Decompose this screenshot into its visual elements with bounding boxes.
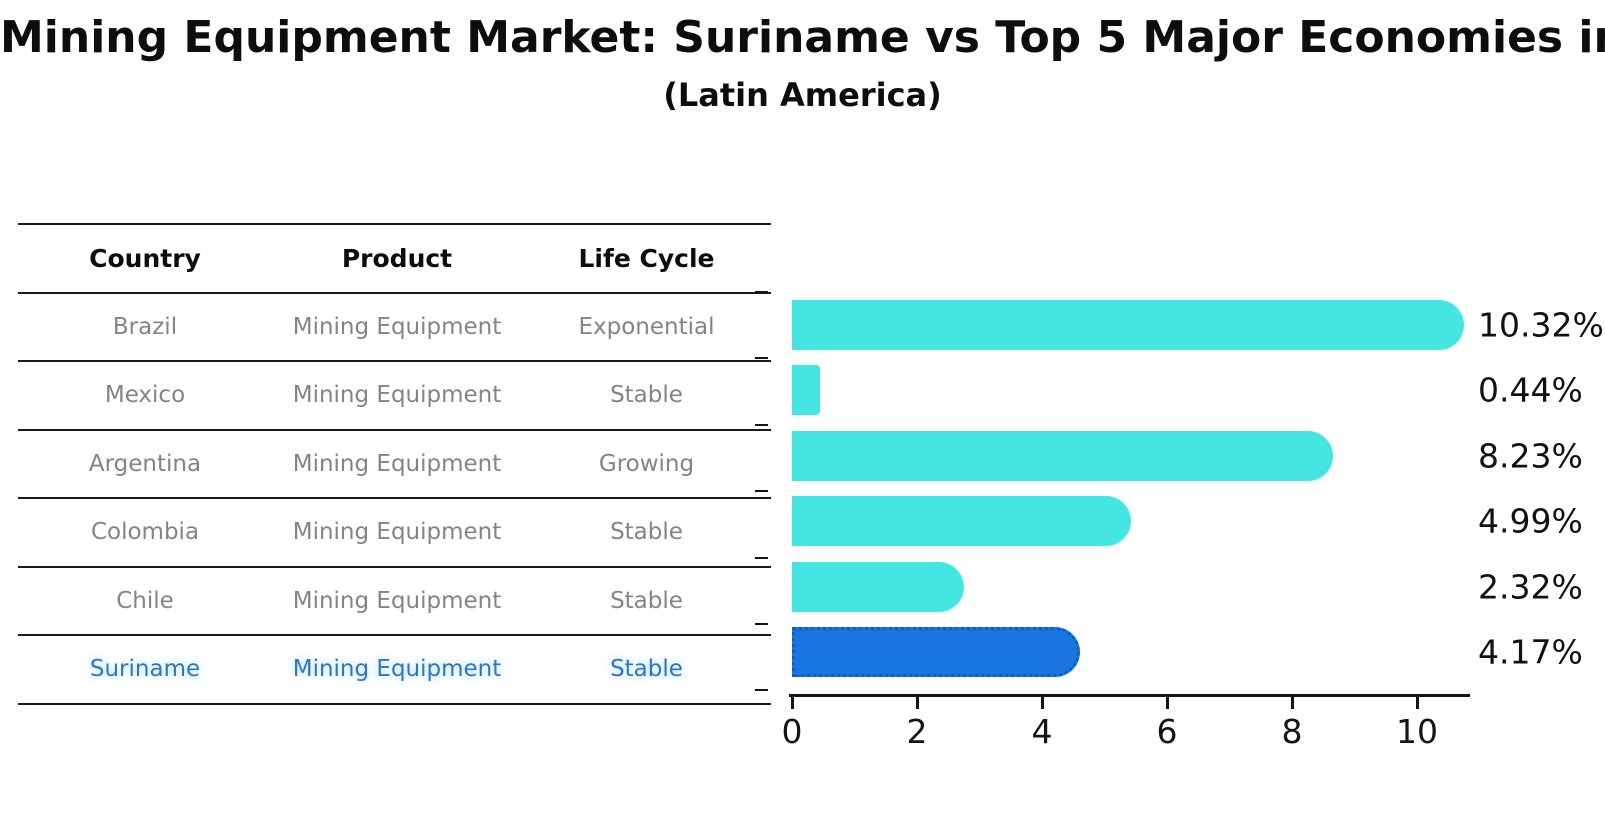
- y-axis-tick: [755, 423, 768, 426]
- x-axis-tick-label: 6: [1156, 712, 1178, 751]
- y-axis-tick: [755, 623, 768, 625]
- x-axis-tick: [790, 697, 794, 709]
- x-axis-tick: [1290, 697, 1294, 709]
- y-axis-tick: [755, 490, 768, 493]
- y-axis-tick: [755, 291, 768, 293]
- table-row: Argentina Mining Equipment Growing: [18, 428, 771, 498]
- cell-lifecycle: Stable: [610, 587, 683, 614]
- bar-argentina: [792, 430, 1334, 481]
- table-row: Suriname Mining Equipment Stable: [18, 634, 771, 703]
- table-row: Mexico Mining Equipment Stable: [18, 360, 771, 429]
- bar-value-label: 2.32%: [1478, 567, 1583, 607]
- page-title: Mining Equipment Market: Suriname vs Top…: [0, 12, 1605, 63]
- bar-mexico: [792, 365, 820, 416]
- bar-value-label: 10.32%: [1478, 305, 1604, 345]
- x-axis-tick: [1415, 697, 1419, 709]
- table-row: Chile Mining Equipment Stable: [18, 565, 771, 635]
- cell-country: Mexico: [104, 382, 186, 409]
- cell-country: Chile: [116, 587, 174, 614]
- bar-suriname: [792, 627, 1080, 677]
- x-axis-tick-label: 4: [1031, 712, 1053, 751]
- bar-value-label: 8.23%: [1478, 436, 1583, 476]
- bar-value-label: 0.44%: [1478, 370, 1583, 410]
- comparison-table: Country Product Life Cycle Brazil Mining …: [18, 223, 771, 705]
- cell-lifecycle: Growing: [598, 450, 695, 477]
- table-header-row: Country Product Life Cycle: [18, 223, 771, 292]
- cell-lifecycle: Exponential: [578, 313, 715, 340]
- cell-country: Suriname: [89, 656, 201, 683]
- bar-value-label: 4.17%: [1478, 632, 1583, 672]
- cell-product: Mining Equipment: [292, 519, 502, 546]
- cell-country: Argentina: [88, 450, 202, 477]
- bar-chile: [792, 561, 964, 612]
- cell-product: Mining Equipment: [292, 587, 502, 614]
- x-axis-tick-label: 0: [781, 712, 803, 751]
- table-row: Brazil Mining Equipment Exponential: [18, 291, 771, 361]
- x-axis-tick-label: 10: [1396, 712, 1438, 751]
- bar-value-label: 4.99%: [1478, 501, 1583, 541]
- table-row: Colombia Mining Equipment Stable: [18, 497, 771, 566]
- x-axis-tick: [1040, 697, 1044, 709]
- cell-country: Brazil: [112, 313, 178, 340]
- page-subtitle: (Latin America): [663, 76, 942, 114]
- table-body: Brazil Mining Equipment Exponential Mexico M…: [18, 291, 771, 703]
- cell-product: Mining Equipment: [292, 313, 502, 340]
- bar-colombia: [792, 496, 1131, 547]
- x-axis-line: [789, 694, 1470, 697]
- x-axis-tick-label: 2: [906, 712, 928, 751]
- bar-brazil: [792, 300, 1464, 350]
- cell-product: Mining Equipment: [292, 656, 502, 683]
- y-axis-tick: [755, 357, 768, 360]
- y-axis-tick: [755, 689, 768, 692]
- cell-lifecycle: Stable: [610, 382, 683, 409]
- cell-lifecycle: Stable: [610, 519, 683, 546]
- cell-lifecycle: Stable: [610, 656, 683, 683]
- cell-country: Colombia: [90, 519, 200, 546]
- column-header-lifecycle: Life Cycle: [578, 243, 715, 273]
- cell-product: Mining Equipment: [292, 382, 502, 409]
- x-axis-tick: [1165, 697, 1169, 709]
- column-header-product: Product: [341, 243, 453, 273]
- column-header-country: Country: [89, 243, 201, 273]
- cell-product: Mining Equipment: [292, 450, 502, 477]
- y-axis-tick: [755, 556, 768, 559]
- x-axis-tick: [915, 697, 919, 709]
- x-axis-tick-label: 8: [1281, 712, 1303, 751]
